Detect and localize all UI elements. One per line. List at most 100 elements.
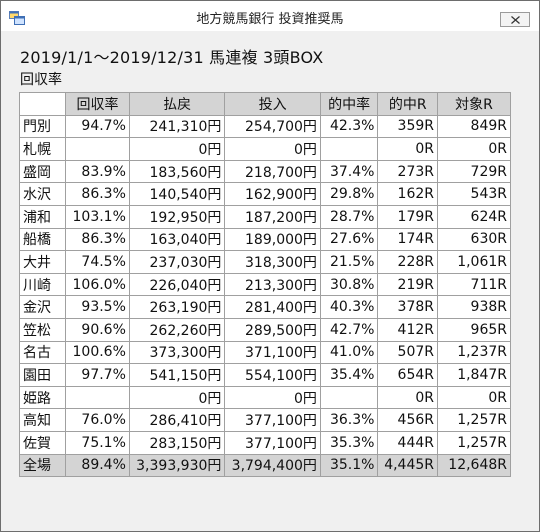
table-row[interactable]: 大井 74.5% 237,030円 318,300円 21.5% 228R 1,061R — [18, 250, 511, 274]
column-header-investment[interactable]: 投入 — [224, 92, 321, 116]
track-name-cell: 金沢 — [18, 295, 67, 319]
hit-races-cell: 0R — [377, 137, 438, 161]
payout-cell: 237,030円 — [128, 250, 226, 274]
payout-cell: 140,540円 — [128, 182, 226, 206]
track-name-cell: 高知 — [18, 408, 67, 432]
table-row[interactable]: 門別 94.7% 241,310円 254,700円 42.3% 359R 849R — [18, 114, 511, 139]
hit-races-cell: 456R — [377, 408, 438, 432]
client-area: 2019/1/1～2019/12/31 馬連複 3頭BOX 回収率 回収率 払戻… — [2, 32, 538, 530]
payout-cell: 192,950円 — [128, 204, 226, 229]
recovery-rate-cell: 94.7% — [65, 114, 130, 139]
table-row[interactable]: 笠松 90.6% 262,260円 289,500円 42.7% 412R 965R — [18, 317, 511, 342]
investment-cell: 218,700円 — [224, 159, 321, 184]
target-races-cell: 0R — [437, 137, 511, 161]
column-header-target-races[interactable]: 対象R — [437, 92, 511, 116]
app-window-icon — [9, 10, 25, 25]
table-row[interactable]: 金沢 93.5% 263,190円 281,400円 40.3% 378R 938R — [18, 295, 511, 319]
hit-races-cell: 219R — [377, 272, 438, 297]
table-row[interactable]: 水沢 86.3% 140,540円 162,900円 29.8% 162R 543R — [18, 182, 511, 206]
payout-cell: 241,310円 — [128, 114, 226, 139]
table-row[interactable]: 札幌 0円 0円 0R 0R — [18, 137, 511, 161]
target-races-cell: 1,237R — [437, 340, 511, 365]
target-races-cell: 12,648R — [437, 453, 511, 478]
close-icon — [511, 16, 520, 24]
hit-rate-cell: 28.7% — [319, 204, 379, 229]
column-header-payout[interactable]: 払戻 — [128, 92, 226, 116]
investment-cell: 289,500円 — [224, 317, 321, 342]
title-bar[interactable]: 地方競馬銀行 投資推奨馬 — [1, 1, 539, 31]
recovery-rate-cell: 106.0% — [65, 272, 130, 297]
track-name-cell: 門別 — [18, 114, 67, 139]
table-row[interactable]: 船橋 86.3% 163,040円 189,000円 27.6% 174R 630R — [18, 227, 511, 252]
hit-rate-cell: 37.4% — [319, 159, 379, 184]
hit-rate-cell: 29.8% — [319, 182, 379, 206]
recovery-rate-cell: 74.5% — [65, 250, 130, 274]
track-name-cell: 園田 — [18, 363, 67, 387]
hit-rate-cell: 40.3% — [319, 295, 379, 319]
hit-races-cell: 359R — [377, 114, 438, 139]
table-row[interactable]: 盛岡 83.9% 183,560円 218,700円 37.4% 273R 729R — [18, 159, 511, 184]
corner-cell — [18, 92, 67, 116]
recovery-rate-cell: 86.3% — [65, 182, 130, 206]
table-row[interactable]: 名古 100.6% 373,300円 371,100円 41.0% 507R 1,237R — [18, 340, 511, 365]
table-row[interactable]: 佐賀 75.1% 283,150円 377,100円 35.3% 444R 1,257R — [18, 430, 511, 455]
table-row[interactable]: 姫路 0円 0円 0R 0R — [18, 385, 511, 410]
payout-cell: 373,300円 — [128, 340, 226, 365]
recovery-rate-cell: 90.6% — [65, 317, 130, 342]
recovery-rate-cell: 75.1% — [65, 430, 130, 455]
investment-cell: 162,900円 — [224, 182, 321, 206]
investment-cell: 3,794,400円 — [224, 453, 321, 478]
hit-rate-cell — [319, 137, 379, 161]
table-row[interactable]: 川崎 106.0% 226,040円 213,300円 30.8% 219R 711R — [18, 272, 511, 297]
target-races-cell: 0R — [437, 385, 511, 410]
target-races-cell: 1,847R — [437, 363, 511, 387]
hit-races-cell: 378R — [377, 295, 438, 319]
track-name-cell: 水沢 — [18, 182, 67, 206]
column-header-hit-races[interactable]: 的中R — [377, 92, 438, 116]
recovery-rate-cell: 83.9% — [65, 159, 130, 184]
close-button[interactable] — [500, 12, 530, 27]
track-name-cell: 船橋 — [18, 227, 67, 252]
section-label: 回収率 — [20, 72, 62, 88]
recovery-rate-cell: 100.6% — [65, 340, 130, 365]
table-row[interactable]: 浦和 103.1% 192,950円 187,200円 28.7% 179R 624R — [18, 204, 511, 229]
hit-races-cell: 444R — [377, 430, 438, 455]
recovery-rate-cell: 103.1% — [65, 204, 130, 229]
investment-cell: 187,200円 — [224, 204, 321, 229]
total-row[interactable]: 全場 89.4% 3,393,930円 3,794,400円 35.1% 4,445R 12… — [18, 453, 511, 478]
window-title: 地方競馬銀行 投資推奨馬 — [196, 12, 344, 27]
hit-races-cell: 4,445R — [377, 453, 438, 478]
track-name-cell: 浦和 — [18, 204, 67, 229]
hit-races-cell: 179R — [377, 204, 438, 229]
recovery-rate-cell — [65, 137, 130, 161]
hit-races-cell: 228R — [377, 250, 438, 274]
hit-rate-cell: 42.3% — [319, 114, 379, 139]
investment-cell: 0円 — [224, 385, 321, 410]
track-name-cell: 名古 — [18, 340, 67, 365]
target-races-cell: 711R — [437, 272, 511, 297]
hit-rate-cell: 35.1% — [319, 453, 379, 478]
hit-races-cell: 162R — [377, 182, 438, 206]
track-name-cell: 盛岡 — [18, 159, 67, 184]
recovery-rate-cell: 76.0% — [65, 408, 130, 432]
payout-cell: 283,150円 — [128, 430, 226, 455]
table-row[interactable]: 高知 76.0% 286,410円 377,100円 36.3% 456R 1,257R — [18, 408, 511, 432]
track-name-cell: 佐賀 — [18, 430, 67, 455]
target-races-cell: 729R — [437, 159, 511, 184]
investment-cell: 377,100円 — [224, 430, 321, 455]
column-header-recovery-rate[interactable]: 回収率 — [65, 92, 130, 116]
target-races-cell: 543R — [437, 182, 511, 206]
hit-races-cell: 0R — [377, 385, 438, 410]
hit-rate-cell: 30.8% — [319, 272, 379, 297]
table-row[interactable]: 園田 97.7% 541,150円 554,100円 35.4% 654R 1,847R — [18, 363, 511, 387]
hit-races-cell: 507R — [377, 340, 438, 365]
recovery-rate-cell — [65, 385, 130, 410]
target-races-cell: 965R — [437, 317, 511, 342]
column-header-hit-rate[interactable]: 的中率 — [319, 92, 379, 116]
track-name-cell: 姫路 — [18, 385, 67, 410]
table-body: 門別 94.7% 241,310円 254,700円 42.3% 359R 849R 札幌 0円… — [18, 114, 511, 478]
hit-rate-cell: 27.6% — [319, 227, 379, 252]
results-table: 回収率 払戻 投入 的中率 的中R 対象R 門別 94.7% 241,310円 254… — [18, 92, 511, 478]
hit-rate-cell: 36.3% — [319, 408, 379, 432]
